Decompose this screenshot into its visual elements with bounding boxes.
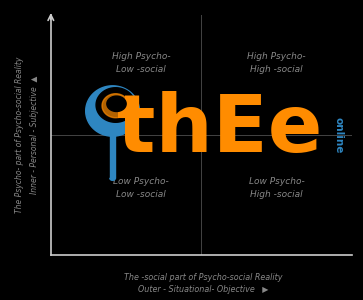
Text: Low Psycho-: Low Psycho- bbox=[249, 177, 305, 186]
Text: High Psycho-: High Psycho- bbox=[112, 52, 171, 61]
Text: Low -social: Low -social bbox=[116, 190, 166, 199]
Text: The -social part of Psycho-social Reality: The -social part of Psycho-social Realit… bbox=[124, 273, 282, 282]
Polygon shape bbox=[102, 94, 129, 118]
Text: thEe: thEe bbox=[117, 91, 322, 169]
Text: Low Psycho-: Low Psycho- bbox=[113, 177, 169, 186]
Text: High Psycho-: High Psycho- bbox=[248, 52, 306, 61]
Text: The Psycho- part of Psycho-social Reality: The Psycho- part of Psycho-social Realit… bbox=[16, 57, 24, 213]
Text: Low -social: Low -social bbox=[116, 65, 166, 74]
Text: High -social: High -social bbox=[250, 190, 303, 199]
Polygon shape bbox=[110, 178, 115, 180]
Text: High -social: High -social bbox=[250, 65, 303, 74]
Text: Inner - Personal - Subjective  ▲: Inner - Personal - Subjective ▲ bbox=[30, 76, 39, 194]
Text: online: online bbox=[334, 117, 343, 153]
Polygon shape bbox=[96, 88, 135, 122]
Text: Outer - Situational- Objective   ▶: Outer - Situational- Objective ▶ bbox=[138, 285, 269, 294]
Polygon shape bbox=[110, 135, 115, 178]
Polygon shape bbox=[86, 86, 139, 136]
Polygon shape bbox=[107, 96, 126, 112]
